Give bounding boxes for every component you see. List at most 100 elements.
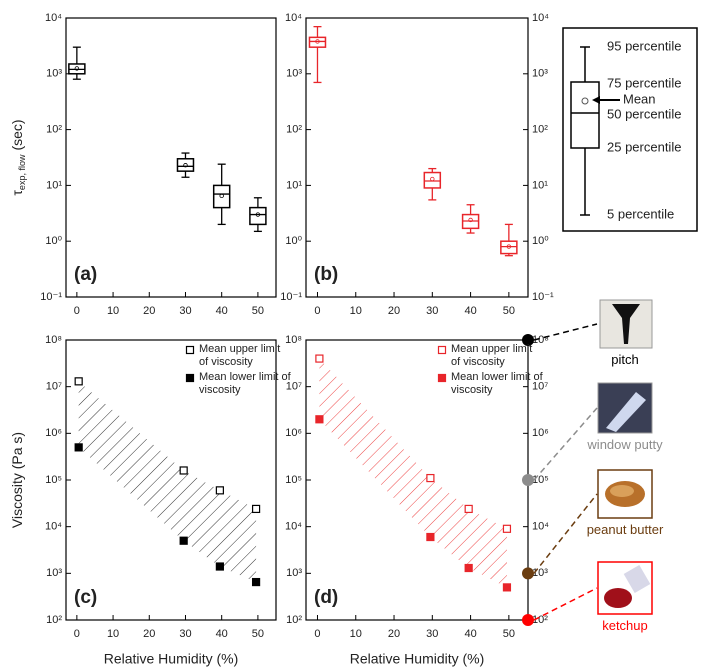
panel-label: (a)	[74, 264, 97, 285]
y-axis-title-main: Viscosity (Pa s)	[9, 432, 25, 528]
y-tick-label: 10⁴	[532, 12, 549, 24]
y-tick-label: 10¹	[286, 179, 302, 191]
x-tick-label: 50	[252, 305, 264, 317]
y-tick-label: 10²	[286, 124, 302, 136]
y-tick-label: 10⁶	[532, 427, 549, 439]
point	[316, 416, 323, 423]
legend-marker	[439, 375, 446, 382]
y-tick-label: 10¹	[532, 179, 548, 191]
box	[177, 159, 193, 171]
legend-label: Mean	[623, 91, 656, 106]
reference-label: ketchup	[585, 617, 665, 634]
point	[427, 475, 434, 482]
legend-label: 5 percentile	[607, 206, 674, 221]
x-tick-label: 40	[464, 305, 476, 317]
point	[503, 584, 510, 591]
chart: 95 percentile 75 percentile Mean 50 perc…	[0, 0, 703, 668]
box	[501, 241, 517, 253]
x-tick-label: 40	[216, 628, 228, 640]
panel-label: (c)	[74, 587, 97, 608]
reference-point	[522, 567, 534, 579]
y-tick-label: 10⁵	[45, 474, 62, 486]
x-tick-label: 40	[216, 305, 228, 317]
legend-marker	[187, 347, 194, 354]
legend-marker	[187, 375, 194, 382]
y-axis-title-sub: exp, flow	[17, 154, 27, 190]
y-tick-label: 10⁸	[45, 334, 62, 346]
x-tick-label: 0	[74, 305, 80, 317]
legend-label: Mean upper limit of viscosity	[451, 343, 543, 369]
y-tick-label: 10³	[46, 567, 62, 579]
point	[465, 565, 472, 572]
point	[75, 444, 82, 451]
x-tick-label: 0	[314, 305, 320, 317]
x-tick-label: 10	[107, 305, 119, 317]
x-axis-title: Relative Humidity (%)	[104, 651, 239, 667]
point	[427, 534, 434, 541]
y-tick-label: 10¹	[46, 179, 62, 191]
legend-label: Mean lower limit of viscosity	[451, 371, 543, 397]
x-tick-label: 0	[314, 628, 320, 640]
x-tick-label: 20	[143, 305, 155, 317]
panel-label: (d)	[314, 587, 338, 608]
box	[309, 37, 325, 47]
point	[216, 563, 223, 570]
figure: 95 percentile 75 percentile Mean 50 perc…	[0, 0, 703, 668]
y-tick-label: 10²	[532, 124, 548, 136]
reference-leader	[534, 588, 597, 620]
legend-label: Mean upper limit of viscosity	[199, 343, 291, 369]
y-tick-label: 10⁵	[285, 474, 302, 486]
legend-label: 95 percentile	[607, 38, 681, 53]
y-tick-label: 10⁴	[285, 521, 302, 533]
uncertainty-band	[79, 381, 256, 582]
box	[424, 173, 440, 188]
y-tick-label: 10⁻¹	[280, 291, 302, 303]
y-tick-label: 10³	[286, 68, 302, 80]
y-axis-title-unit: (sec)	[9, 119, 25, 150]
y-tick-label: 10³	[286, 567, 302, 579]
y-tick-label: 10⁶	[285, 427, 302, 439]
x-tick-label: 20	[388, 628, 400, 640]
legend-label: 25 percentile	[607, 139, 681, 154]
x-tick-label: 0	[74, 628, 80, 640]
x-tick-label: 30	[426, 305, 438, 317]
x-tick-label: 10	[350, 305, 362, 317]
y-tick-label: 10²	[46, 124, 62, 136]
y-tick-label: 10⁴	[285, 12, 302, 24]
point	[216, 487, 223, 494]
y-tick-label: 10⁴	[45, 12, 62, 24]
reference-point	[522, 474, 534, 486]
y-tick-label: 10⁻¹	[532, 291, 554, 303]
box-legend: 95 percentile 75 percentile Mean 50 perc…	[563, 28, 697, 231]
point	[180, 537, 187, 544]
point	[253, 505, 260, 512]
x-tick-label: 20	[388, 305, 400, 317]
legend-label: 50 percentile	[607, 106, 681, 121]
x-tick-label: 10	[350, 628, 362, 640]
reference-label: pitch	[585, 351, 665, 368]
reference-point	[522, 614, 534, 626]
plot-frame	[306, 18, 528, 297]
y-axis-title: Viscosity (Pa s)	[9, 432, 25, 528]
y-tick-label: 10²	[46, 614, 62, 626]
legend-label: 75 percentile	[607, 75, 681, 90]
point	[465, 505, 472, 512]
x-tick-label: 10	[107, 628, 119, 640]
legend-label: Mean lower limit of viscosity	[199, 371, 291, 397]
point	[253, 579, 260, 586]
x-tick-label: 30	[179, 305, 191, 317]
box	[214, 185, 230, 207]
x-tick-label: 50	[252, 628, 264, 640]
point	[75, 378, 82, 385]
plot-frame	[66, 18, 276, 297]
point	[503, 525, 510, 532]
y-tick-label: 10⁴	[532, 521, 549, 533]
y-tick-label: 10⁰	[532, 235, 549, 247]
point	[180, 467, 187, 474]
y-tick-label: 10⁻¹	[40, 291, 62, 303]
point	[316, 355, 323, 362]
y-tick-label: 10²	[286, 614, 302, 626]
reference-images	[598, 300, 652, 614]
y-tick-label: 10⁶	[45, 427, 62, 439]
reference-label: window putty	[585, 436, 665, 453]
